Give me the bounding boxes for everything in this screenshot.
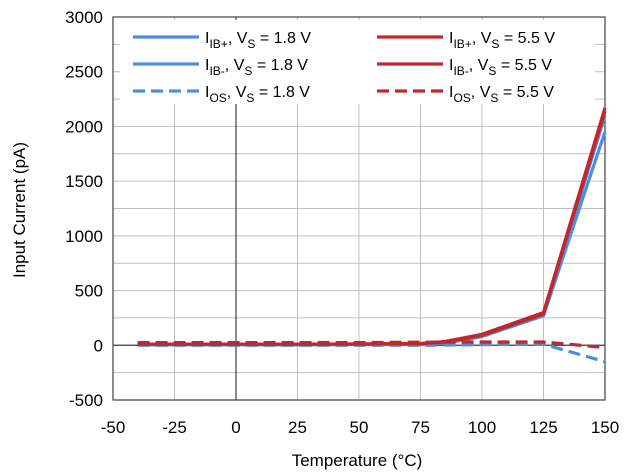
y-tick-label: 1500	[65, 172, 103, 191]
y-axis-title: Input Current (pA)	[10, 142, 29, 278]
x-tick-label: 150	[591, 418, 619, 437]
series-line-3	[137, 342, 606, 364]
y-tick-label: 1000	[65, 227, 103, 246]
legend-background	[120, 20, 595, 104]
legend-label: IIB-, VS = 5.5 V	[449, 57, 552, 78]
y-tick-label: -500	[69, 391, 103, 410]
x-tick-label: 0	[231, 418, 240, 437]
y-tick-label: 500	[75, 282, 103, 301]
tick-labels: -50 -25 0 25 50 75 100 125 150 -500 0 500 1000 1500 20…	[65, 8, 619, 437]
y-tick-label: 0	[94, 336, 103, 355]
legend-label: IIB+, VS = 1.8 V	[205, 30, 311, 51]
plot-frame	[112, 16, 606, 401]
series-line-6	[137, 340, 606, 350]
x-tick-label: -25	[162, 418, 187, 437]
y-tick-label: 2500	[65, 63, 103, 82]
x-axis-title: Temperature (°C)	[292, 451, 423, 470]
legend-label: IOS, VS = 1.8 V	[205, 84, 310, 105]
x-tick-label: -50	[101, 418, 126, 437]
x-tick-label: 100	[468, 418, 496, 437]
series-lines	[137, 107, 607, 364]
series-line-2	[137, 131, 607, 347]
x-tick-label: 125	[529, 418, 557, 437]
x-tick-label: 50	[350, 418, 369, 437]
series-line-5	[137, 110, 607, 346]
y-tick-label: 2000	[65, 117, 103, 136]
x-tick-label: 25	[288, 418, 307, 437]
legend-label: IOS, VS = 5.5 V	[449, 84, 554, 105]
legend: IIB+, VS = 1.8 V IIB-, VS = 1.8 V IOS, VS …	[120, 20, 595, 105]
series-line-4	[137, 107, 607, 346]
legend-label: IIB-, VS = 1.8 V	[205, 57, 308, 78]
legend-label: IIB+, VS = 5.5 V	[449, 30, 555, 51]
y-tick-label: 3000	[65, 8, 103, 27]
x-tick-label: 75	[411, 418, 430, 437]
series-line-1	[137, 115, 607, 347]
